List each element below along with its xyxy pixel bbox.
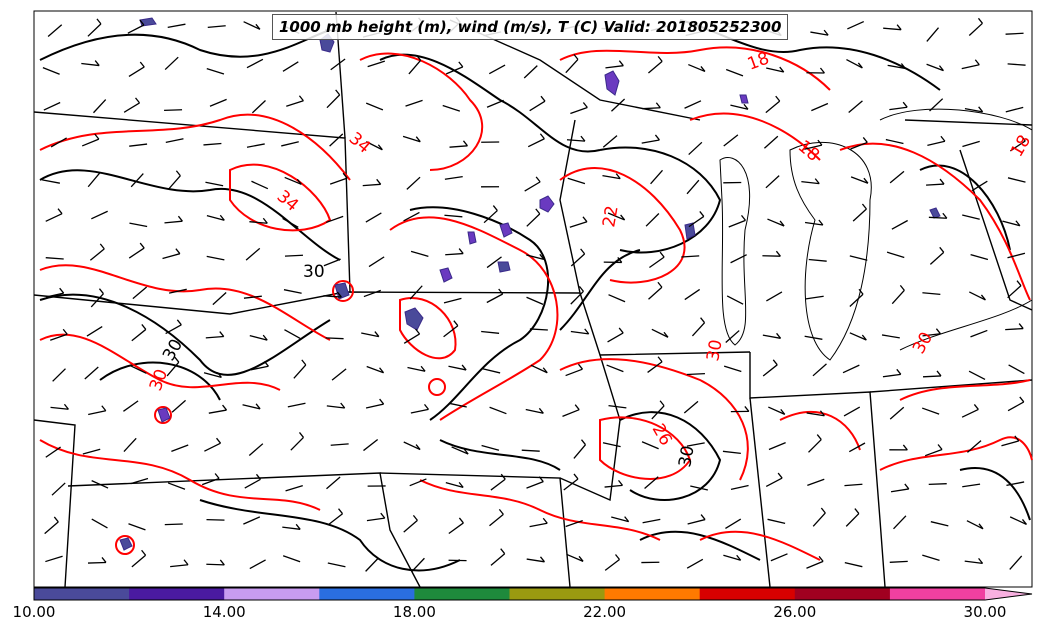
colorbar-segment	[414, 588, 510, 600]
colorbar-tick-label: 26.00	[773, 603, 817, 621]
temperature-contours	[39, 46, 1033, 561]
colorbar-segment	[129, 588, 225, 600]
state-borders	[33, 11, 1033, 588]
colorbar-segment	[509, 588, 606, 600]
colorbar	[33, 587, 1033, 601]
colorbar-segment	[699, 588, 796, 600]
map-frame	[33, 10, 1033, 588]
contour-label: 30	[675, 444, 698, 469]
map-title: 1000 mb height (m), wind (m/s), T (C) Va…	[272, 14, 789, 40]
colorbar-tick-label: 30.00	[963, 603, 1007, 621]
height-contours	[39, 19, 1031, 572]
colorbar-segment	[604, 588, 701, 600]
lake-outlines	[719, 108, 1033, 361]
wind-barbs	[42, 16, 1027, 572]
contour-label: 30	[303, 262, 325, 282]
colorbar-tick-label: 18.00	[392, 603, 436, 621]
colorbar-segment	[889, 588, 986, 600]
colorbar-tick-label: 14.00	[202, 603, 246, 621]
colorbar-segment	[794, 588, 891, 600]
precip-patches	[119, 17, 941, 551]
colorbar-extend-arrow	[985, 588, 1032, 600]
colorbar-tick-label: 10.00	[12, 603, 56, 621]
colorbar-segment	[319, 588, 415, 600]
colorbar-segment	[34, 588, 130, 600]
colorbar-tick-label: 22.00	[583, 603, 627, 621]
colorbar-segment	[224, 588, 320, 600]
contour-label: 30	[703, 338, 726, 363]
contour-label: 22	[599, 204, 622, 229]
